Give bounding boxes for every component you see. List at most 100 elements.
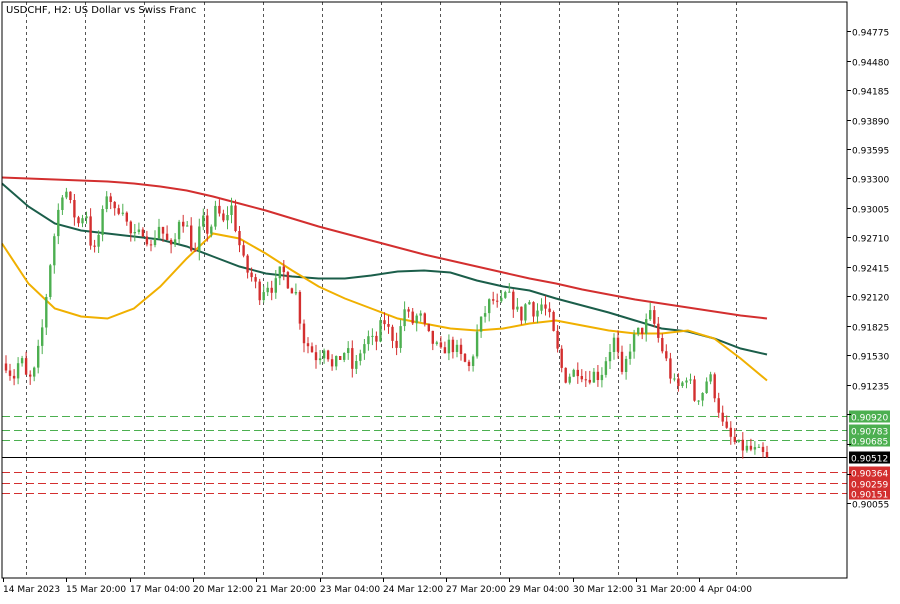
x-tick-label: 27 Mar 20:00 <box>446 585 506 595</box>
candle-bull <box>274 278 277 293</box>
candle-bull <box>479 316 483 332</box>
resistance-level-label: 0.90920 <box>851 414 888 424</box>
candle-bull <box>61 197 64 210</box>
candle-layer <box>4 187 769 459</box>
candle-bull <box>632 334 636 352</box>
candle-bear <box>391 326 394 341</box>
plot-frame <box>1 1 848 579</box>
candle-bull <box>757 446 761 448</box>
candle-bear <box>439 342 443 348</box>
candle-bear <box>141 229 145 237</box>
candle-bull <box>230 205 233 215</box>
candle-bull <box>637 327 640 335</box>
resistance-level-label: 0.90783 <box>851 428 888 438</box>
candle-bull <box>568 376 571 383</box>
candle-bear <box>145 236 149 245</box>
current-price-label-bg <box>849 451 890 464</box>
candle-bear <box>218 205 221 214</box>
y-tick-label: 0.91825 <box>852 324 889 334</box>
candle-bull <box>645 319 648 334</box>
candle-bear <box>330 359 334 367</box>
candle-bull <box>399 326 402 348</box>
candle-bull <box>41 327 44 346</box>
y-tick-label: 0.93595 <box>852 147 889 157</box>
candle-bear <box>282 266 285 273</box>
candle-bull <box>137 229 141 232</box>
candle-bull <box>403 309 406 327</box>
candle-bear <box>620 351 624 372</box>
candle-bear <box>206 215 209 234</box>
candle-bull <box>85 216 88 219</box>
candle-bull <box>709 374 712 382</box>
resistance-level-label-bg <box>849 424 890 437</box>
candle-bull <box>475 331 479 357</box>
candle-bull <box>53 236 56 266</box>
candle-bull <box>278 266 281 279</box>
x-tick-label: 29 Mar 04:00 <box>509 585 569 595</box>
candle-bear <box>729 427 732 437</box>
y-tick-label: 0.93890 <box>852 118 889 128</box>
support-level-label-bg <box>849 477 890 490</box>
candle-bull <box>335 356 338 367</box>
y-tick-label: 0.93005 <box>852 206 889 216</box>
candle-bull <box>753 447 757 450</box>
x-tick-label: 20 Mar 12:00 <box>193 585 253 595</box>
candle-bull <box>202 215 205 227</box>
candle-bear <box>165 233 169 240</box>
candle-bull <box>121 212 124 214</box>
candle-bear <box>560 348 563 368</box>
candle-bear <box>653 310 656 324</box>
candle-bull <box>415 315 418 324</box>
candle-bear <box>532 302 535 317</box>
candle-bear <box>407 309 410 312</box>
candle-bear <box>725 421 728 428</box>
candle-bear <box>254 277 257 282</box>
candle-bear <box>492 299 495 301</box>
y-tick-label: 0.94775 <box>852 29 889 39</box>
y-tick-label: 0.94480 <box>852 59 889 69</box>
candle-bear <box>596 371 600 380</box>
candle-bear <box>250 272 253 278</box>
candle-bear <box>351 348 354 369</box>
y-tick-label: 0.91530 <box>852 353 889 363</box>
candle-bear <box>761 446 765 452</box>
candle-bull <box>435 342 438 344</box>
candle-bear <box>77 217 80 224</box>
candle-bull <box>483 313 487 317</box>
candle-bull <box>737 439 740 442</box>
y-tick-label: 0.92710 <box>852 235 889 245</box>
candle-bear <box>443 347 447 354</box>
candle-bear <box>326 350 330 360</box>
y-tick-label: 0.91235 <box>852 383 889 393</box>
candle-bear <box>693 379 696 401</box>
candle-bull <box>419 313 422 316</box>
candle-bear <box>270 287 273 293</box>
candle-bear <box>395 340 398 348</box>
x-tick-label: 24 Mar 12:00 <box>383 585 443 595</box>
candle-bull <box>105 196 108 209</box>
candle-bear <box>24 358 28 375</box>
candle-bull <box>604 361 608 375</box>
x-tick-label: 30 Mar 12:00 <box>573 585 633 595</box>
candle-bear <box>721 412 724 422</box>
candle-bull <box>266 287 269 293</box>
candle-bear <box>238 231 241 246</box>
candle-bull <box>65 191 68 198</box>
candle-bear <box>93 245 96 247</box>
candle-bull <box>701 393 704 401</box>
candle-bear <box>576 369 579 377</box>
candle-bull <box>210 226 213 234</box>
y-tick-label: 0.94185 <box>852 88 889 98</box>
candle-bear <box>717 398 720 413</box>
candle-bear <box>564 367 567 383</box>
candle-bear <box>463 353 467 362</box>
candle-bull <box>226 215 229 221</box>
candle-bull <box>524 304 527 321</box>
candle-bull <box>745 445 749 451</box>
candle-bull <box>262 292 265 301</box>
candle-bull <box>57 209 60 237</box>
